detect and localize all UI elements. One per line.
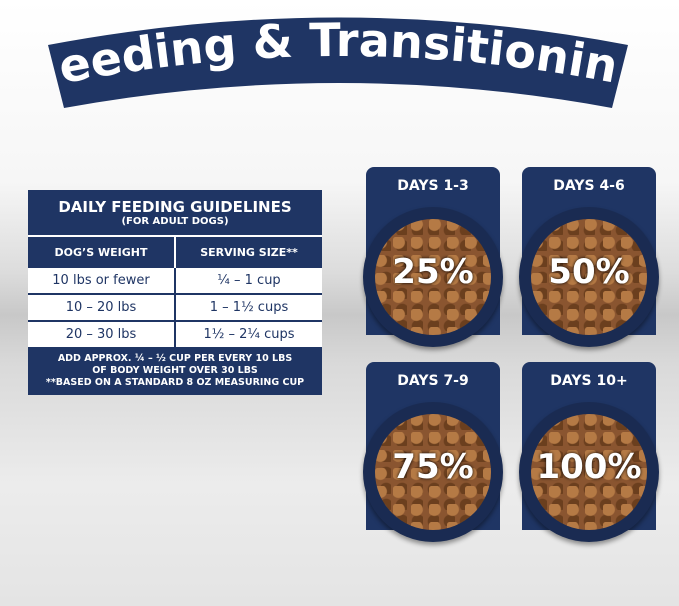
table-cell: 10 lbs or fewer xyxy=(52,273,150,288)
day-panel: DAYS 4-6 50% xyxy=(519,167,659,347)
day-label: DAYS 7-9 xyxy=(397,373,469,389)
percent-label: 75% xyxy=(392,447,474,487)
note-line: **BASED ON A STANDARD 8 OZ MEASURING CUP xyxy=(45,377,305,388)
table-cell: 20 – 30 lbs xyxy=(65,327,137,342)
note-line: ADD APPROX. ¼ – ½ CUP PER EVERY 10 LBS xyxy=(57,353,293,364)
day-panel: DAYS 10+ 100% xyxy=(519,362,659,542)
day-panel: DAYS 7-9 75% xyxy=(363,362,503,542)
table-cell: 1 – 1½ cups xyxy=(174,295,322,320)
food-bowl: 25% xyxy=(363,207,503,347)
table-title: DAILY FEEDING GUIDELINES xyxy=(58,198,292,216)
table-row: 10 – 20 lbs 1 – 1½ cups xyxy=(28,295,322,322)
percent-label: 100% xyxy=(536,447,642,487)
percent-label: 50% xyxy=(548,252,630,292)
kibble xyxy=(531,219,647,335)
food-bowl: 100% xyxy=(519,402,659,542)
table-cell: 10 – 20 lbs xyxy=(65,300,137,315)
day-label: DAYS 1-3 xyxy=(397,178,469,194)
food-bowl: 50% xyxy=(519,207,659,347)
table-row: 20 – 30 lbs 1½ – 2¼ cups xyxy=(28,322,322,349)
table-subtitle: (FOR ADULT DOGS) xyxy=(121,216,229,227)
food-bowl: 75% xyxy=(363,402,503,542)
kibble xyxy=(375,414,491,530)
kibble xyxy=(375,219,491,335)
day-label: DAYS 4-6 xyxy=(553,178,625,194)
note-line: OF BODY WEIGHT OVER 30 LBS xyxy=(92,365,258,376)
table-cell: ¼ – 1 cup xyxy=(174,268,322,293)
kibble xyxy=(531,414,647,530)
day-label: DAYS 10+ xyxy=(550,373,628,389)
banner-shape xyxy=(48,17,628,108)
title-banner: Feeding & Transitioning xyxy=(0,0,628,108)
table-header: DOG’S WEIGHT SERVING SIZE** xyxy=(28,235,322,268)
table-cell: 1½ – 2¼ cups xyxy=(174,322,322,347)
column-header: DOG’S WEIGHT xyxy=(54,246,148,259)
table-body: 10 lbs or fewer ¼ – 1 cup 10 – 20 lbs 1 – 1… xyxy=(28,268,322,349)
percent-label: 25% xyxy=(392,252,474,292)
feeding-table: DAILY FEEDING GUIDELINES (FOR ADULT DOGS… xyxy=(28,190,322,395)
day-panel: DAYS 1-3 25% xyxy=(363,167,503,347)
column-header: SERVING SIZE** xyxy=(174,237,322,268)
table-row: 10 lbs or fewer ¼ – 1 cup xyxy=(28,268,322,295)
table-notes: ADD APPROX. ¼ – ½ CUP PER EVERY 10 LBS OF… xyxy=(28,349,322,395)
